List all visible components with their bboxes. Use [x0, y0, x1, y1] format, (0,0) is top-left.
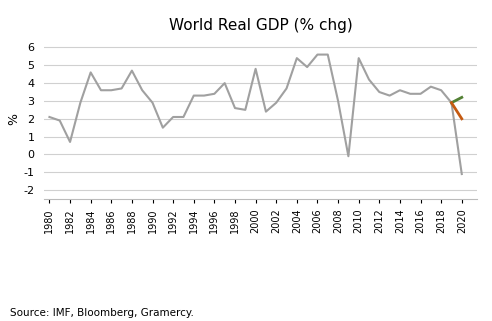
Text: Source: IMF, Bloomberg, Gramercy.: Source: IMF, Bloomberg, Gramercy. [10, 308, 194, 318]
Title: World Real GDP (% chg): World Real GDP (% chg) [169, 18, 353, 33]
Y-axis label: %: % [8, 113, 21, 125]
Legend: Pre-crisis, Mid crisis 1, Mid crisis 2: Pre-crisis, Mid crisis 1, Mid crisis 2 [104, 320, 400, 321]
